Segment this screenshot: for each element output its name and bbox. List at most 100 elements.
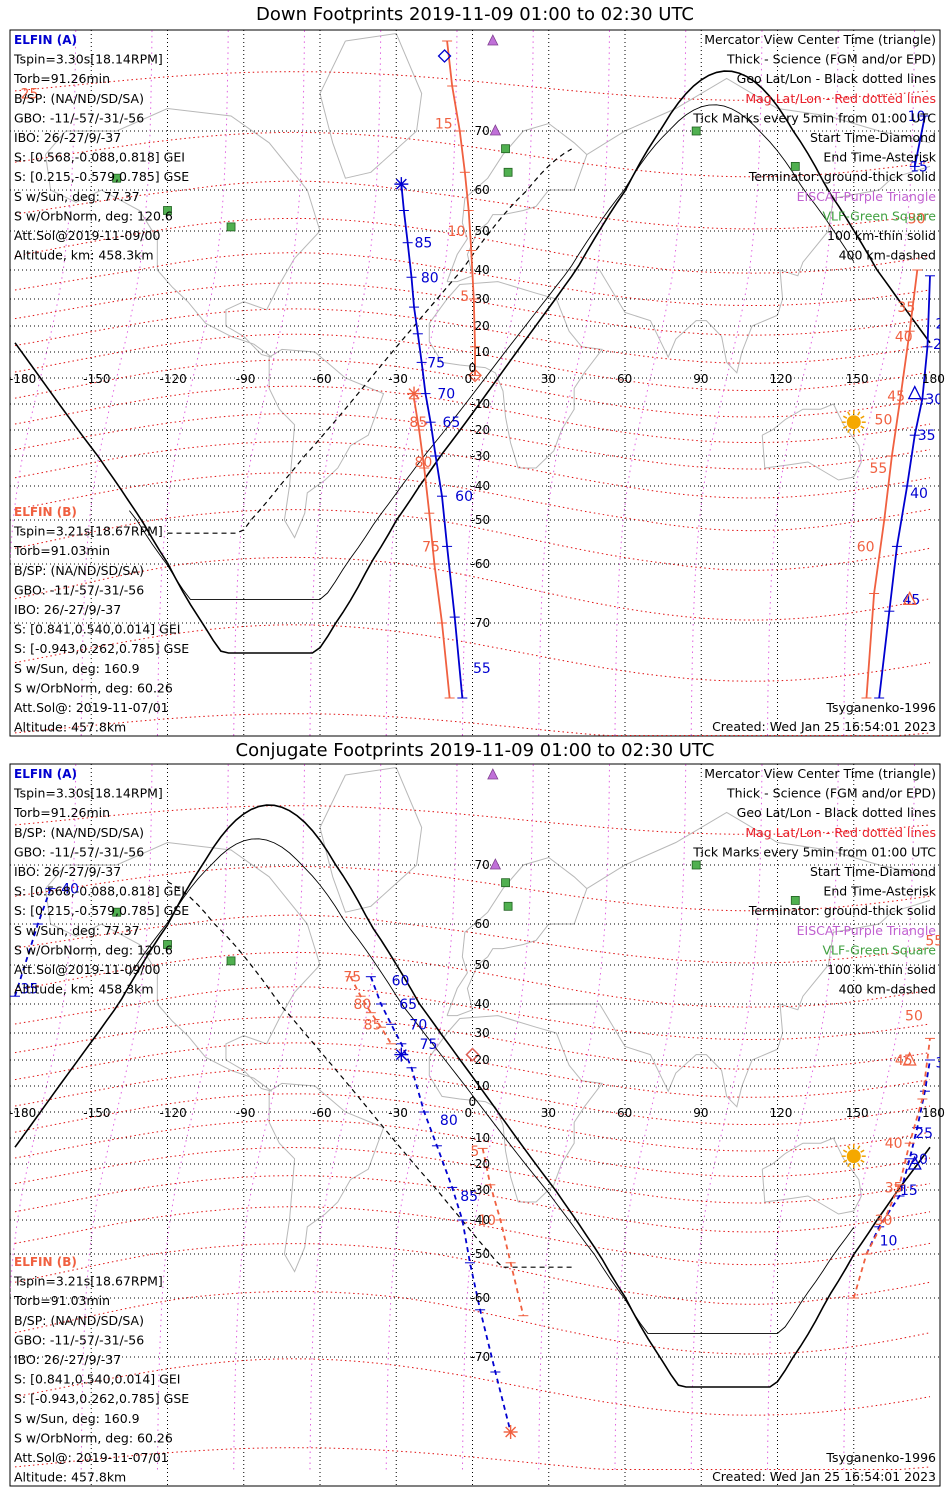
lon-label: -90 (236, 1106, 256, 1120)
elfin-b-info-line: Altitude: 457.8km (14, 720, 126, 735)
mag-lat-line (14, 951, 931, 1008)
legend-entry: Start Time-Diamond (810, 130, 936, 145)
mag-lat-line (14, 441, 931, 499)
map-frame (9, 29, 941, 737)
mag-grid (14, 71, 931, 736)
coastline (761, 1137, 862, 1215)
elfin-b-info-line: Att.Sol@: 2019-11-07/01 (14, 1450, 169, 1465)
elfin-a-tick-label: 85 (460, 1189, 478, 1205)
elfin-a-info-line: S: [0.215,-0.579,0.785] GSE (14, 169, 189, 184)
lon-label: -30 (388, 372, 408, 386)
elfin-b-info-line: S: [0.841,0.540,0.014] GEI (14, 622, 180, 637)
legend-entry: Geo Lat/Lon - Black dotted lines (737, 805, 936, 820)
elfin-b-start-diamond (468, 368, 482, 383)
elfin-a-info-line: Altitude, km: 458.3km (14, 982, 154, 997)
vlf-square (226, 222, 236, 232)
lon-label: 30 (541, 372, 556, 386)
lon-label: -150 (83, 372, 110, 386)
lon-label: 90 (693, 372, 708, 386)
lon-label: -150 (83, 1106, 110, 1120)
elfin-a-tick-label: 30 (936, 1056, 950, 1072)
elfin-a-tick-label: 15 (910, 159, 928, 175)
elfin-b-tick-label: 50 (905, 1009, 923, 1025)
lat-label: -30 (471, 449, 491, 463)
created-label: Created: Wed Jan 25 16:54:01 2023 (712, 719, 936, 734)
geo-grid (10, 764, 940, 1486)
elfin-b-tick-label: 35 (885, 1180, 903, 1196)
lat-label: 60 (475, 917, 490, 931)
legend-entry: End Time-Asterisk (823, 884, 936, 899)
elfin-a-tick-label: 35 (21, 981, 39, 997)
panel-title: Conjugate Footprints 2019-11-09 01:00 to… (235, 740, 715, 761)
lat-label: 0 (469, 361, 477, 375)
mag-lat-line (14, 1093, 931, 1152)
lon-label: 0 (465, 1106, 473, 1120)
mag-lat-line (14, 472, 931, 532)
coastline (761, 403, 862, 481)
vlf-square (503, 167, 513, 177)
elfin-b-info-line: S w/Sun, deg: 160.9 (14, 1411, 140, 1426)
vlf-square (790, 895, 800, 905)
legend-entry: Terminator: ground-thick solid (748, 169, 936, 184)
vlf-square (226, 956, 236, 966)
elfin-a-tick-label: 15 (900, 1183, 918, 1199)
elfin-b-info-line: S: [-0.943,0.262,0.785] GSE (14, 641, 189, 656)
mag-lat-line (14, 1119, 931, 1178)
vlf-square (163, 940, 172, 949)
model-label: Tsyganenko-1996 (825, 1450, 936, 1465)
elfin-a-info-line: Tspin=3.30s[18.14RPM] (13, 52, 163, 67)
terminator-ground (14, 804, 931, 1388)
elfin-a-info-line: S w/OrbNorm, deg: 120.6 (14, 942, 173, 957)
sun-icon (841, 1144, 866, 1169)
lat-label: 40 (475, 263, 490, 277)
elfin-a-tick-label: 20 (936, 316, 950, 332)
vlf-square (503, 901, 513, 911)
elfin-b-tick-label: 15 (435, 117, 453, 133)
mag-lat-line (14, 805, 931, 835)
conjugate-footprints-panel: Conjugate Footprints 2019-11-09 01:00 to… (0, 740, 950, 1500)
elfin-b-info-line: Torb=91.03min (13, 1293, 110, 1308)
coastline (586, 811, 931, 890)
lat-label: -60 (471, 557, 491, 571)
lat-label: -20 (471, 423, 491, 437)
lat-label: -10 (471, 397, 491, 411)
vlf-square (501, 144, 510, 154)
vlf-square (691, 860, 701, 870)
elfin-a-start-diamond (437, 49, 452, 63)
mag-lat-line (14, 1447, 931, 1470)
elfin-b-tick-label: 50 (875, 413, 893, 429)
lon-label: 30 (541, 1106, 556, 1120)
lat-label: 50 (475, 224, 490, 238)
sun-icon (841, 410, 866, 435)
lon-label: -120 (160, 372, 187, 386)
vlf-square (790, 161, 800, 171)
elfin-b-tick-label: 40 (895, 329, 913, 345)
elfin-b-tick-label: 30 (875, 1213, 893, 1229)
legend-entry: Mercator View Center Time (triangle) (704, 766, 936, 781)
legend-entry: Thick - Science (FGM and/or EPD) (726, 786, 936, 801)
elfin-a-tick-label: 60 (455, 489, 473, 505)
lat-label: -50 (471, 513, 491, 527)
mag-lat-line (14, 333, 931, 392)
elfin-a-track (400, 184, 464, 699)
legend-entry: 400 km-dashed (839, 248, 936, 263)
lon-label: -180 (9, 1106, 36, 1120)
lat-label: -60 (471, 1291, 491, 1305)
mag-lat-line (14, 624, 931, 682)
elfin-a-info-line: S: [0.215,-0.579,0.785] GSE (14, 903, 189, 918)
elfin-b-tick-label: 55 (869, 461, 887, 477)
elfin-b-info-line: IBO: 26/-27/9/-37 (14, 1352, 121, 1367)
lon-label: -60 (312, 1106, 332, 1120)
elfin-b-info-line: Torb=91.03min (13, 543, 110, 558)
elfin-a-tick-label: 10 (880, 1233, 898, 1249)
elfin-a-track-wrap (878, 275, 931, 699)
legend-entry: Tick Marks every 5min from 01:00 UTC (692, 110, 936, 125)
elfin-a-tick-label: 25 (933, 337, 950, 353)
mag-lat-line (14, 1206, 931, 1266)
lat-label: 10 (475, 1079, 490, 1093)
elfin-a-info-line: Att.Sol@2019-11-09/00 (14, 962, 160, 977)
elfin-b-header: ELFIN (B) (14, 505, 77, 519)
mag-lat-line (14, 359, 931, 418)
elfin-a-tick-label: 65 (399, 997, 417, 1013)
elfin-b-tick-label: 30 (908, 212, 926, 228)
